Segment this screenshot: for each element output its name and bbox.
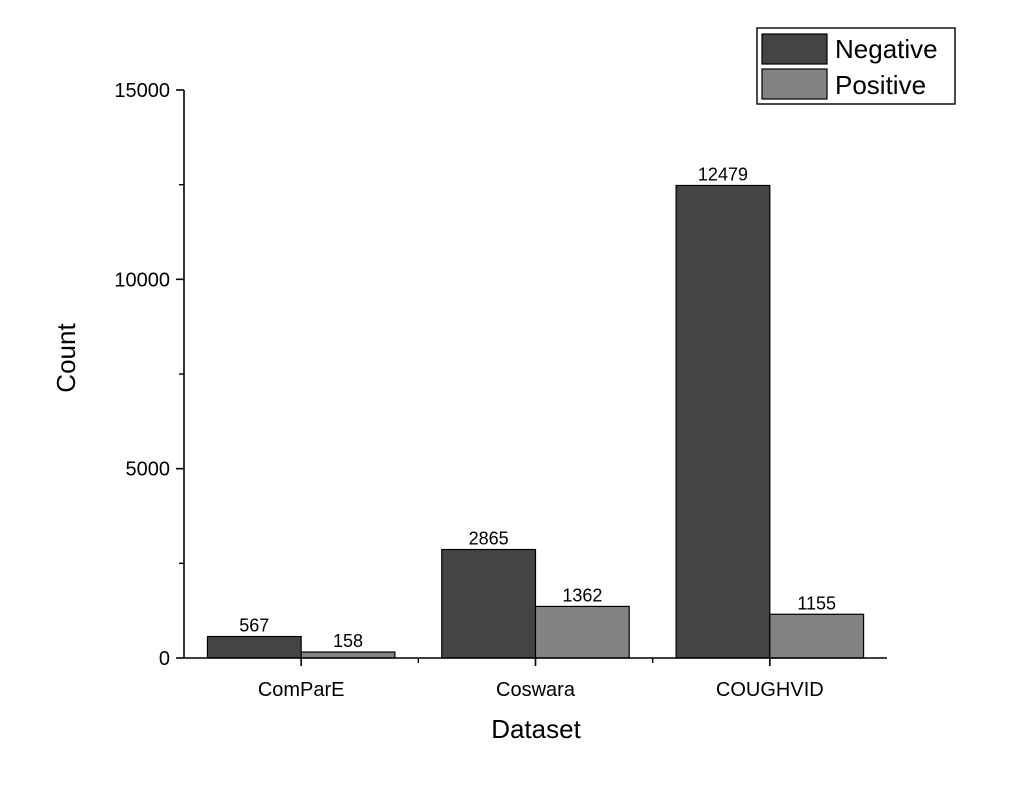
data-label-negative-coswara: 2865	[469, 529, 509, 549]
x-tick-label-0: ComParE	[258, 679, 345, 701]
data-label-positive-compare: 158	[333, 631, 363, 651]
legend-label-positive: Positive	[835, 70, 926, 100]
legend-label-negative: Negative	[835, 34, 938, 64]
data-labels: 567 158 2865 1362 12479 1155	[239, 164, 836, 651]
bar-negative-compare	[206, 635, 302, 659]
y-axis-title: Count	[51, 323, 81, 393]
x-axis-title: Dataset	[491, 714, 581, 744]
x-tick-label-1: Coswara	[496, 679, 576, 701]
y-tick-label-2: 10000	[114, 269, 170, 291]
data-label-positive-coswara: 1362	[562, 585, 602, 605]
legend: Negative Positive	[756, 27, 956, 105]
bar-positive-coughvid	[769, 613, 865, 659]
legend-swatch-positive	[761, 68, 828, 100]
bar-positive-coswara	[534, 605, 630, 659]
data-label-positive-coughvid: 1155	[797, 593, 836, 613]
bars	[206, 184, 865, 659]
y-tick-label-1: 5000	[126, 459, 171, 481]
x-tick-label-2: COUGHVID	[716, 679, 824, 701]
y-axis: 0 5000 10000 15000	[114, 80, 185, 670]
bar-positive-compare	[300, 651, 396, 659]
legend-swatch-negative	[761, 33, 828, 65]
x-axis: ComParE Coswara COUGHVID	[184, 657, 887, 701]
data-label-negative-compare: 567	[239, 616, 269, 636]
data-label-negative-coughvid: 12479	[698, 164, 748, 184]
y-tick-label-3: 15000	[114, 80, 170, 102]
bar-negative-coughvid	[675, 184, 771, 659]
y-tick-label-0: 0	[159, 648, 170, 670]
bar-negative-coswara	[441, 548, 537, 659]
